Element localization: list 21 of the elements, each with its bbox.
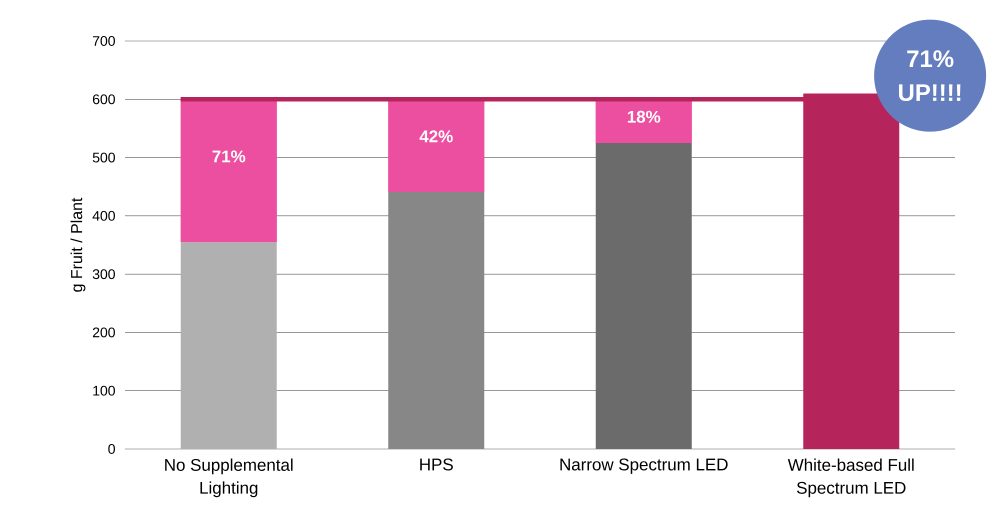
annotation: 42% (420, 130, 453, 142)
bar (388, 192, 484, 449)
x-tick-label: Narrow Spectrum LED (560, 458, 728, 474)
bar (596, 143, 692, 449)
y-tick-label: 600 (92, 94, 115, 104)
bar (180, 242, 277, 449)
x-tick-label: White-based Full Spectrum LED (788, 458, 914, 498)
bar (180, 99, 277, 242)
y-tick-label: 400 (92, 210, 115, 221)
annotation: 18% (628, 110, 660, 123)
y-tick-label: 200 (92, 327, 115, 338)
y-tick-label: 0 (108, 444, 115, 454)
x-tick-label: No Supplemental Lighting (165, 458, 293, 498)
y-axis-title: g Fruit / Plant (70, 198, 86, 292)
y-tick-label: 500 (92, 152, 115, 163)
y-tick-label: 300 (92, 269, 115, 280)
annotation: 71% UP!!!! (899, 50, 960, 102)
x-tick-label: HPS (420, 458, 453, 470)
annotation: 71% (212, 150, 246, 162)
y-tick-label: 700 (92, 36, 115, 46)
y-tick-label: 100 (93, 386, 115, 396)
